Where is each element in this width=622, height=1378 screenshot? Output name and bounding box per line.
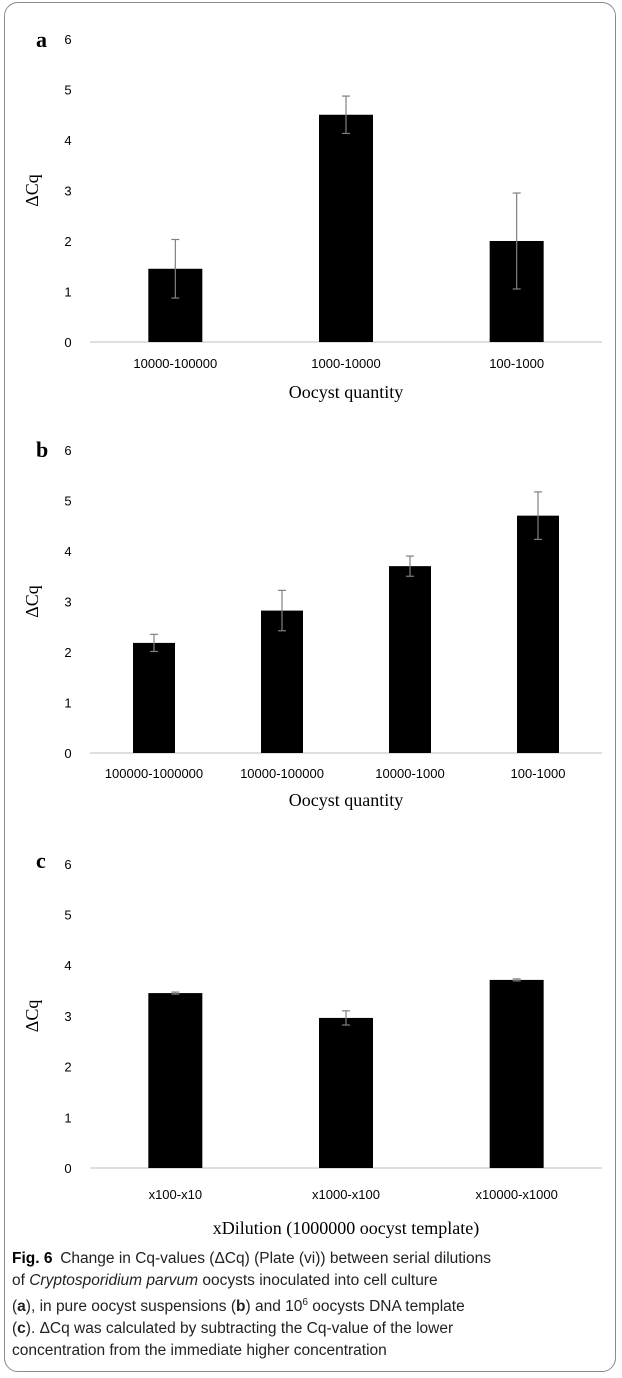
caption-text: Cryptosporidium parvum [29, 1272, 199, 1289]
y-tick-label: 2 [64, 1060, 71, 1075]
x-tick-label: x100-x10 [149, 1187, 202, 1202]
y-tick-label: 2 [64, 645, 71, 660]
bar [489, 979, 544, 1168]
x-tick-label: 100-1000 [511, 766, 566, 781]
x-tick-label: 100000-1000000 [105, 766, 203, 781]
y-tick-label: 1 [64, 285, 71, 300]
y-tick-label: 5 [64, 494, 71, 509]
y-tick-label: 4 [64, 958, 71, 973]
caption-text: ( [12, 1298, 18, 1316]
bar [319, 114, 373, 342]
x-tick-label: 10000-1000 [375, 766, 444, 781]
bar [148, 993, 203, 1168]
x-axis-label: xDilution (1000000 oocyst template) [213, 1218, 479, 1239]
x-axis-label: Oocyst quantity [289, 790, 404, 810]
caption-line: of Cryptosporidium parvum oocysts inocul… [12, 1270, 607, 1292]
y-axis-label: ΔCq [22, 174, 42, 207]
caption-line: (c). ΔCq was calculated by subtracting t… [12, 1318, 607, 1340]
caption-text: concentration from the immediate higher … [12, 1342, 387, 1360]
chart-panel-c: c 0 1 2 3 4 5 6 x100-x10 x1000-x100 x10000-x1000 ΔC… [22, 848, 602, 1239]
y-tick-label: 3 [64, 595, 71, 610]
caption-text: a [17, 1298, 26, 1316]
y-tick-label: 4 [64, 544, 71, 559]
x-axis-label: Oocyst quantity [289, 382, 404, 402]
caption-line: Fig. 6 Change in Cq-values (ΔCq) (Plate … [12, 1248, 607, 1270]
y-tick-label: 1 [64, 1110, 71, 1125]
y-tick-label: 0 [64, 1161, 71, 1176]
caption-label: Fig. 6 [12, 1250, 53, 1267]
caption-text: oocysts DNA template [307, 1298, 465, 1316]
caption-text: ). ΔCq was calculated by subtracting the… [25, 1320, 454, 1338]
y-tick-label: 1 [64, 696, 71, 711]
caption-text: oocysts inoculated into cell culture [198, 1272, 438, 1289]
caption-text: of [12, 1272, 30, 1289]
y-tick-label: 5 [64, 908, 71, 923]
x-tick-label: x10000-x1000 [475, 1187, 557, 1202]
caption-line: concentration from the immediate higher … [12, 1340, 607, 1362]
x-tick-label: 10000-100000 [133, 356, 217, 371]
caption-text: Change in Cq-values (ΔCq) (Plate (vi)) b… [60, 1250, 491, 1267]
y-tick-label: 0 [64, 335, 71, 350]
y-tick-label: 3 [64, 184, 71, 199]
y-tick-label: 0 [64, 746, 71, 761]
y-tick-label: 6 [64, 32, 71, 47]
panel-letter: b [36, 437, 48, 462]
chart-panel-b: b 0 1 2 3 4 5 6 100000-1000000 10000-100000 10000-… [22, 437, 602, 810]
y-tick-label: 5 [64, 83, 71, 98]
y-tick-label: 4 [64, 133, 71, 148]
chart-panel-a: a 0 1 2 3 4 5 6 10000-100000 1000-10000 100-1000 ΔC… [22, 27, 602, 402]
bar [133, 642, 175, 753]
caption-text: ) and 10 [245, 1298, 303, 1316]
caption-line: (a), in pure oocyst suspensions (b) and … [12, 1292, 607, 1318]
x-tick-label: 1000-10000 [311, 356, 380, 371]
bar [261, 610, 303, 753]
x-tick-label: 100-1000 [489, 356, 544, 371]
y-tick-label: 6 [64, 857, 71, 872]
caption-text: 6 [302, 1297, 308, 1308]
bar [319, 1017, 373, 1168]
panel-letter: c [36, 848, 46, 873]
y-tick-label: 6 [64, 443, 71, 458]
caption-text: c [17, 1320, 26, 1338]
x-tick-label: 10000-100000 [240, 766, 324, 781]
bar [389, 566, 431, 753]
y-axis-label: ΔCq [22, 585, 42, 618]
caption-text: b [236, 1298, 246, 1316]
bar [517, 515, 559, 753]
figure-caption: Fig. 6 Change in Cq-values (ΔCq) (Plate … [12, 1248, 607, 1362]
y-tick-label: 2 [64, 234, 71, 249]
x-tick-label: x1000-x100 [312, 1187, 380, 1202]
y-tick-label: 3 [64, 1009, 71, 1024]
y-axis-label: ΔCq [22, 1000, 42, 1033]
panel-letter: a [36, 27, 47, 52]
caption-text: ), in pure oocyst suspensions ( [25, 1298, 237, 1316]
caption-text: ( [12, 1320, 18, 1338]
